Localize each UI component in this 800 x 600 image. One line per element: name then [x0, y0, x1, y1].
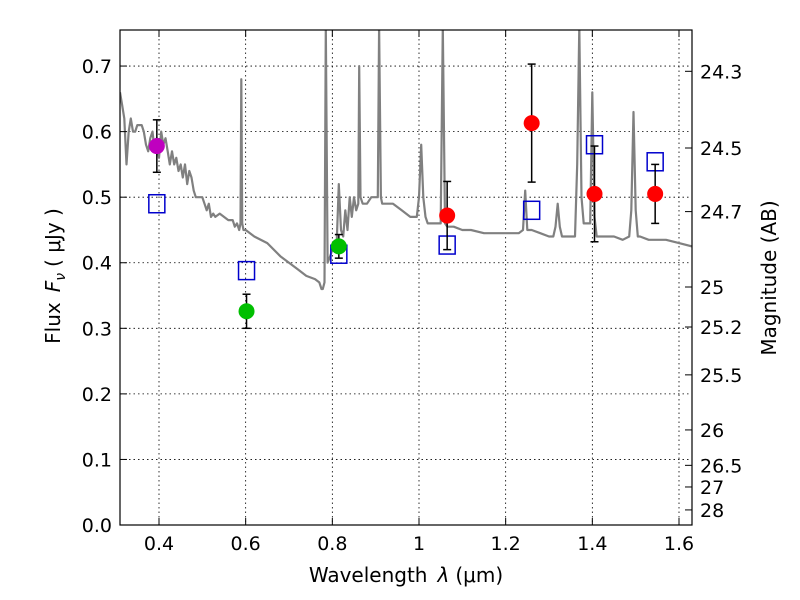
data-point: [647, 185, 664, 202]
model-photometry: [148, 134, 664, 281]
x-tick-label: 0.8: [317, 533, 347, 555]
data-point: [439, 207, 456, 224]
y2-tick-label: 25.5: [700, 365, 742, 387]
y2-tick-label: 26.5: [700, 455, 742, 477]
model-square: [237, 260, 256, 281]
y-tick-label: 0.3: [82, 318, 112, 340]
y-tick-label: 0.5: [82, 187, 112, 209]
y2-axis-label: Magnitude (AB): [757, 200, 781, 355]
x-tick-label: 1.4: [577, 533, 607, 555]
y-tick-label: 0.7: [82, 56, 112, 78]
data-point: [148, 138, 165, 155]
y2-tick-label: 25: [700, 277, 724, 299]
observed-photometry: [148, 63, 664, 330]
x-tick-label: 1: [413, 533, 425, 555]
y-axis-label: FluxFν( μJy ): [41, 208, 69, 344]
x-tick-label: 1.2: [491, 533, 521, 555]
y2-tick-label: 26: [700, 420, 724, 442]
y-tick-label: 0.6: [82, 122, 112, 144]
y-tick-label: 0.4: [82, 253, 112, 275]
y-tick-label: 0.2: [82, 384, 112, 406]
model-spectrum: [120, 30, 692, 291]
data-point: [523, 115, 540, 132]
y2-tick-label: 24.3: [700, 61, 742, 83]
x-tick-label: 1.6: [664, 533, 694, 555]
spectrum-line: [120, 30, 692, 291]
y2-tick-label: 25.2: [700, 317, 742, 339]
model-square: [522, 200, 541, 221]
y-tick-label: 0.0: [82, 515, 112, 537]
y-tick-label: 0.1: [82, 449, 112, 471]
x-tick-label: 0.4: [144, 533, 174, 555]
x-tick-label: 0.6: [231, 533, 261, 555]
data-point: [586, 185, 603, 202]
model-square: [148, 193, 166, 214]
axes: 0.4 0.6 0.8 1 1.2 1.4 1.6 0.0 0.1 0.2 0.3 0.4 0.5 0.6…: [82, 30, 742, 555]
y2-tick-label: 24.7: [700, 202, 742, 224]
x-axis-label: Wavelength λ (μm): [309, 563, 503, 587]
data-point: [238, 303, 255, 320]
data-point: [330, 238, 347, 255]
gridlines: [120, 30, 692, 526]
y2-tick-label: 27: [700, 477, 724, 499]
y2-tick-label: 24.5: [700, 138, 742, 160]
y2-tick-label: 28: [700, 500, 724, 522]
plot-frame: [119, 29, 693, 526]
